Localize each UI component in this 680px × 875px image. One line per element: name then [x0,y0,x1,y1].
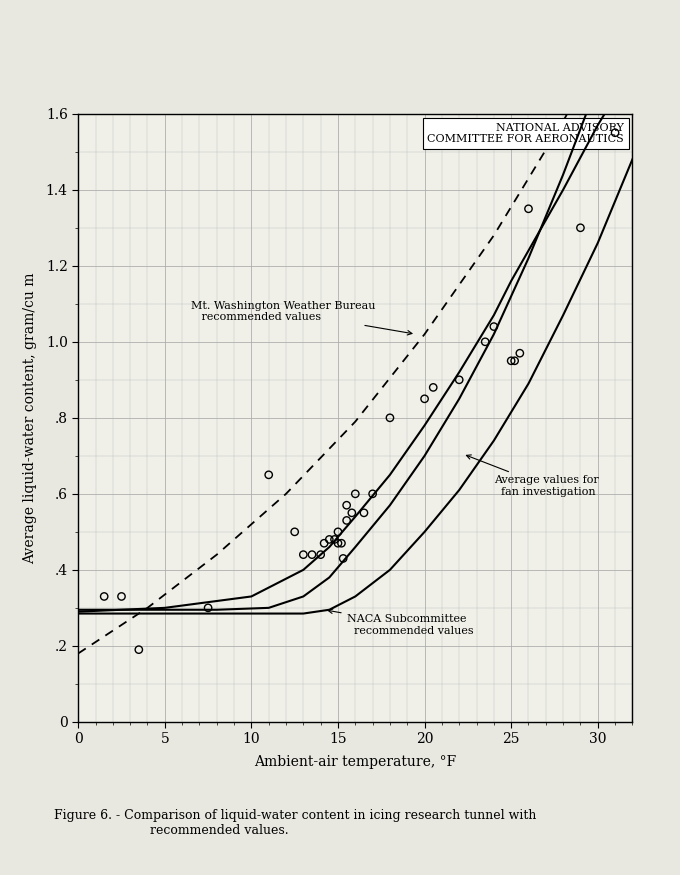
Point [358,506,369,520]
Point [575,220,586,234]
Text: Average values for
  fan investigation: Average values for fan investigation [466,455,598,497]
Y-axis label: Average liquid-water content, gram/cu m: Average liquid-water content, gram/cu m [23,272,37,564]
Point [324,532,335,546]
Point [350,487,360,500]
Point [514,346,525,360]
Text: Figure 6. - Comparison of liquid-water content in icing research tunnel with
   : Figure 6. - Comparison of liquid-water c… [54,809,537,837]
Point [289,525,300,539]
Point [319,536,330,550]
Point [454,373,464,387]
Point [346,506,357,520]
Point [610,126,621,140]
Point [316,548,326,562]
Point [338,551,349,565]
Point [341,498,352,512]
Text: Mt. Washington Weather Bureau
   recommended values: Mt. Washington Weather Bureau recommende… [191,301,412,335]
Point [488,319,499,333]
Point [367,487,378,500]
Point [506,354,517,367]
Point [523,202,534,216]
Point [263,468,274,482]
Point [307,548,318,562]
Point [341,514,352,528]
Point [509,354,520,367]
Point [203,601,214,615]
Point [333,525,343,539]
X-axis label: Ambient-air temperature, °F: Ambient-air temperature, °F [254,754,456,768]
Point [336,536,347,550]
Text: NATIONAL ADVISORY
COMMITTEE FOR AERONAUTICS: NATIONAL ADVISORY COMMITTEE FOR AERONAUT… [427,123,624,144]
Point [333,536,343,550]
Point [133,642,144,656]
Point [384,411,395,425]
Point [329,532,340,546]
Text: NACA Subcommittee
  recommended values: NACA Subcommittee recommended values [328,609,473,636]
Point [99,590,109,604]
Point [480,335,491,349]
Point [298,548,309,562]
Point [419,392,430,406]
Point [428,381,439,395]
Point [116,590,127,604]
